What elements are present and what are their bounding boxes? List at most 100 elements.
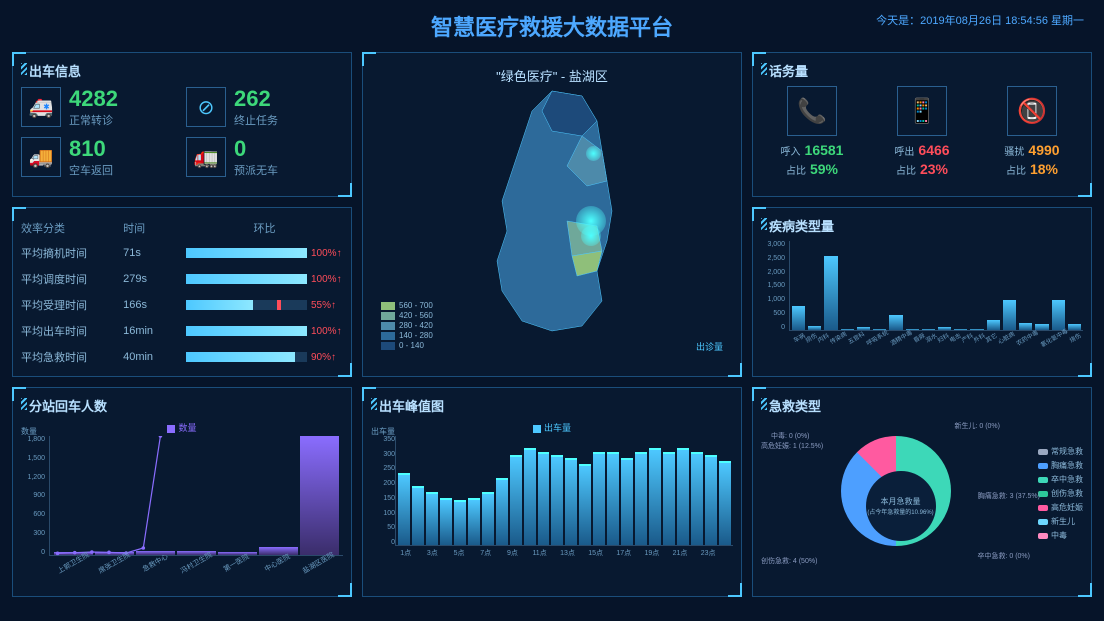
eff-time: 166s — [123, 299, 186, 311]
stat-label: 正常转诊 — [69, 112, 118, 128]
stat-value: 4282 — [69, 86, 118, 112]
phone-icon: 📞 — [787, 86, 837, 136]
eff-pct: 100%↑ — [311, 274, 343, 285]
legend-item: 中毒 — [1038, 530, 1083, 541]
map-hotspot — [586, 146, 601, 161]
peak-bar — [663, 452, 675, 545]
disease-bar — [808, 326, 821, 330]
stat-item: 🚚 810 空车返回 — [21, 136, 178, 178]
legend-item: 新生儿 — [1038, 516, 1083, 527]
eff-pct: 100%↑ — [311, 326, 343, 337]
eff-time: 40min — [123, 351, 186, 363]
stat-label: 空车返回 — [69, 162, 113, 178]
efficiency-panel: 效率分类 时间 环比 平均摘机时间 71s 100%↑ 平均调度时间 279s … — [12, 207, 352, 377]
peak-bar — [607, 452, 619, 545]
call-item: 📵 骚扰4990 占比18% — [981, 86, 1083, 180]
eff-hdr-1: 时间 — [123, 220, 186, 236]
eff-pct: 90%↑ — [311, 352, 343, 363]
stat-value: 0 — [234, 136, 278, 162]
datetime: 今天是：2019年08月26日 18:54:56 星期一 — [876, 12, 1084, 28]
stat-label: 预派无车 — [234, 162, 278, 178]
peak-bar — [565, 458, 577, 545]
disease-bar — [954, 329, 967, 330]
peak-bar — [593, 452, 605, 545]
map-svg — [452, 81, 652, 341]
eff-time: 16min — [123, 325, 186, 337]
call-item: 📞 呼入16581 占比59% — [761, 86, 863, 180]
eff-name: 平均受理时间 — [21, 297, 123, 313]
stat-icon: 🚑 — [21, 87, 61, 127]
peak-bar — [621, 458, 633, 545]
eff-time: 71s — [123, 247, 186, 259]
emergency-title: 急救类型 — [761, 396, 1083, 415]
station-panel: 分站回车人数 数量 1,8001,5001,2009006003000 数量 上… — [12, 387, 352, 597]
eff-row: 平均摘机时间 71s 100%↑ — [21, 240, 343, 266]
eff-row: 平均受理时间 166s 55%↑ — [21, 292, 343, 318]
peak-bar — [454, 500, 466, 545]
peak-bar — [482, 492, 494, 545]
peak-bar — [579, 464, 591, 545]
eff-row: 平均调度时间 279s 100%↑ — [21, 266, 343, 292]
peak-bar — [398, 473, 410, 545]
stat-item: 🚛 0 预派无车 — [186, 136, 343, 178]
dispatch-panel: 出车信息 🚑 4282 正常转诊 ⊘ 262 终止任务 🚚 810 空车返回 🚛… — [12, 52, 352, 197]
peak-bar — [496, 478, 508, 545]
eff-name: 平均调度时间 — [21, 271, 123, 287]
disease-bar — [938, 327, 951, 330]
disease-bar — [889, 315, 902, 330]
stat-value: 262 — [234, 86, 278, 112]
map-panel: "绿色医疗" - 盐湖区 560 - 700420 - 560280 - 420… — [362, 52, 742, 377]
eff-pct: 100%↑ — [311, 248, 343, 259]
peak-bar — [510, 455, 522, 545]
station-title: 分站回车人数 — [21, 396, 343, 415]
peak-bar — [538, 452, 550, 545]
phone-icon: 📵 — [1007, 86, 1057, 136]
peak-bar — [705, 455, 717, 545]
peak-bar — [551, 455, 563, 545]
peak-bar — [426, 492, 438, 545]
stat-icon: 🚚 — [21, 137, 61, 177]
calls-panel: 话务量 📞 呼入16581 占比59% 📱 呼出6466 占比23% 📵 骚扰4… — [752, 52, 1092, 197]
peak-title: 出车峰值图 — [371, 396, 733, 415]
legend-item: 高危妊娠 — [1038, 502, 1083, 513]
legend-item: 创伤急救 — [1038, 488, 1083, 499]
disease-bar — [792, 306, 805, 330]
eff-pct: 55%↑ — [311, 300, 343, 311]
stat-value: 810 — [69, 136, 113, 162]
peak-bar — [440, 498, 452, 545]
call-item: 📱 呼出6466 占比23% — [871, 86, 973, 180]
disease-bar — [1052, 300, 1065, 330]
header: 智慧医疗救援大数据平台 今天是：2019年08月26日 18:54:56 星期一 — [0, 0, 1104, 52]
eff-name: 平均摘机时间 — [21, 245, 123, 261]
map-metric-label: 出诊量 — [696, 340, 723, 353]
peak-bar — [691, 452, 703, 545]
legend-item: 胸痛急救 — [1038, 460, 1083, 471]
eff-time: 279s — [123, 273, 186, 285]
dispatch-title: 出车信息 — [21, 61, 343, 80]
eff-row: 平均急救时间 40min 90%↑ — [21, 344, 343, 370]
disease-title: 疾病类型量 — [761, 216, 1083, 235]
peak-bar — [524, 448, 536, 545]
disease-bar — [824, 256, 837, 330]
eff-hdr-0: 效率分类 — [21, 220, 123, 236]
map-title: "绿色医疗" - 盐湖区 — [496, 66, 608, 85]
eff-name: 平均急救时间 — [21, 349, 123, 365]
peak-bar — [412, 486, 424, 545]
stat-item: 🚑 4282 正常转诊 — [21, 86, 178, 128]
phone-icon: 📱 — [897, 86, 947, 136]
disease-bar — [1003, 300, 1016, 330]
emergency-panel: 急救类型 新生儿: 0 (0%) 中毒: 0 (0%) 高危妊娠: 1 (12.… — [752, 387, 1092, 597]
station-bar — [300, 436, 339, 555]
disease-bar — [1035, 324, 1048, 330]
legend-item: 常规急救 — [1038, 446, 1083, 457]
peak-panel: 出车峰值图 出车量 350300250200150100500 出车量 1点3点… — [362, 387, 742, 597]
station-legend: 数量 — [21, 421, 343, 434]
eff-name: 平均出车时间 — [21, 323, 123, 339]
map-legend: 560 - 700420 - 560280 - 420140 - 2800 - … — [381, 300, 433, 351]
dashboard-grid: 出车信息 🚑 4282 正常转诊 ⊘ 262 终止任务 🚚 810 空车返回 🚛… — [0, 52, 1104, 612]
peak-bar — [677, 448, 689, 545]
calls-title: 话务量 — [761, 61, 1083, 80]
peak-bar — [719, 461, 731, 545]
stat-icon: 🚛 — [186, 137, 226, 177]
stat-item: ⊘ 262 终止任务 — [186, 86, 343, 128]
